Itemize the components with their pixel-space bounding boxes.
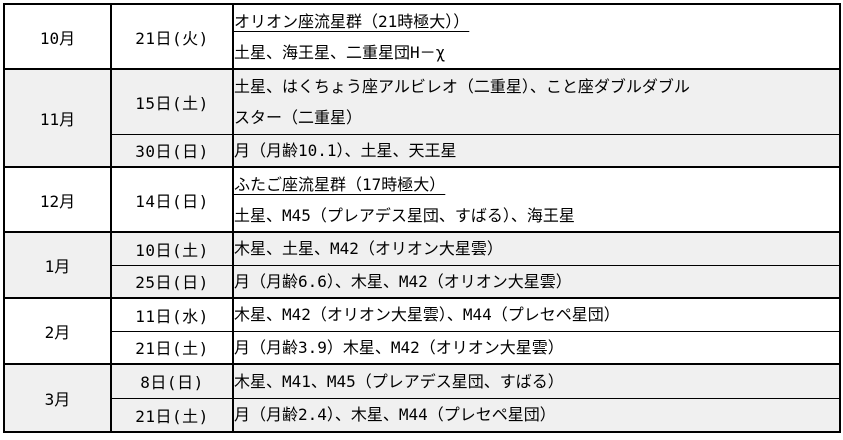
month-cell: 2月 xyxy=(3,297,112,365)
objects-line: 月（月齢2.4）、木星、M44（プレセペ星団） xyxy=(234,405,556,425)
objects-line: 月（月齢3.9）木星、M42（オリオン大星雲） xyxy=(234,337,564,357)
objects-cell: 木星、M41、M45（プレアデス星団、すばる） xyxy=(232,363,841,399)
meteor-shower-highlight: ふたご座流星群（17時極大） xyxy=(234,174,446,194)
table-row: 10月 21日(火) オリオン座流星群（21時極大）） 土星、海王星、二重星団H… xyxy=(3,3,841,70)
table-row: 12月 14日(日) ふたご座流星群（17時極大） 土星、M45（プレアデス星団… xyxy=(3,166,841,233)
table-row: 30日(日) 月（月齢10.1）、土星、天王星 xyxy=(4,133,841,168)
objects-line: 木星、M41、M45（プレアデス星団、すばる） xyxy=(234,371,564,391)
table-row: 11月 15日(土) 土星、はくちょう座アルビレオ（二重星）、こと座ダブルダブル… xyxy=(3,68,841,168)
table-row: 3月 8日(日) 木星、M41、M45（プレアデス星団、すばる） xyxy=(3,363,841,433)
month-cell: 11月 xyxy=(3,68,112,168)
date-cell: 10日(土) xyxy=(110,231,234,266)
objects-line: 木星、M42（オリオン大星雲）、M44（プレセペ星団） xyxy=(234,305,620,325)
objects-line: 月（月齢6.6）、木星、M42（オリオン大星雲） xyxy=(234,271,572,291)
objects-line: スター（二重星） xyxy=(234,107,363,127)
date-cell: 21日(土) xyxy=(110,397,234,433)
objects-line: 土星、はくちょう座アルビレオ（二重星）、こと座ダブルダブル xyxy=(234,76,690,96)
table-row: 21日(土) 月（月齢2.4）、木星、M44（プレセペ星団） xyxy=(4,397,841,433)
objects-cell: 土星、はくちょう座アルビレオ（二重星）、こと座ダブルダブル スター（二重星） xyxy=(232,68,841,135)
date-cell: 30日(日) xyxy=(110,133,234,168)
date-cell: 21日(火) xyxy=(110,3,234,70)
objects-line: 月（月齢10.1）、土星、天王星 xyxy=(234,140,457,160)
date-cell: 25日(日) xyxy=(110,264,234,299)
date-cell: 8日(日) xyxy=(110,363,234,399)
date-cell: 11日(水) xyxy=(110,297,234,332)
objects-cell: 月（月齢3.9）木星、M42（オリオン大星雲） xyxy=(232,330,841,365)
objects-line: 土星、海王星、二重星団H－χ xyxy=(234,42,446,62)
table-row: 21日(土) 月（月齢3.9）木星、M42（オリオン大星雲） xyxy=(4,330,841,365)
objects-cell: オリオン座流星群（21時極大）） 土星、海王星、二重星団H－χ xyxy=(232,3,841,70)
meteor-shower-highlight: オリオン座流星群（21時極大）） xyxy=(234,11,470,31)
table-row: 25日(日) 月（月齢6.6）、木星、M42（オリオン大星雲） xyxy=(4,264,841,299)
objects-cell: 木星、M42（オリオン大星雲）、M44（プレセペ星団） xyxy=(232,297,841,332)
date-cell: 14日(日) xyxy=(110,166,234,233)
objects-line: 土星、M45（プレアデス星団、すばる）、海王星 xyxy=(234,205,575,225)
observation-schedule-table: 10月 21日(火) オリオン座流星群（21時極大）） 土星、海王星、二重星団H… xyxy=(3,3,841,433)
objects-cell: 木星、土星、M42（オリオン大星雲） xyxy=(232,231,841,266)
date-cell: 15日(土) xyxy=(110,68,234,135)
table-row: 2月 11日(水) 木星、M42（オリオン大星雲）、M44（プレセペ星団） xyxy=(3,297,841,365)
month-cell: 1月 xyxy=(3,231,112,299)
month-cell: 3月 xyxy=(3,363,112,433)
table-row: 1月 10日(土) 木星、土星、M42（オリオン大星雲） xyxy=(3,231,841,299)
date-cell: 21日(土) xyxy=(110,330,234,365)
objects-cell: 月（月齢6.6）、木星、M42（オリオン大星雲） xyxy=(232,264,841,299)
objects-cell: 月（月齢10.1）、土星、天王星 xyxy=(232,133,841,168)
month-cell: 12月 xyxy=(3,166,112,233)
month-cell: 10月 xyxy=(3,3,112,70)
objects-line: 木星、土星、M42（オリオン大星雲） xyxy=(234,239,503,259)
objects-cell: ふたご座流星群（17時極大） 土星、M45（プレアデス星団、すばる）、海王星 xyxy=(232,166,841,233)
objects-cell: 月（月齢2.4）、木星、M44（プレセペ星団） xyxy=(232,397,841,433)
